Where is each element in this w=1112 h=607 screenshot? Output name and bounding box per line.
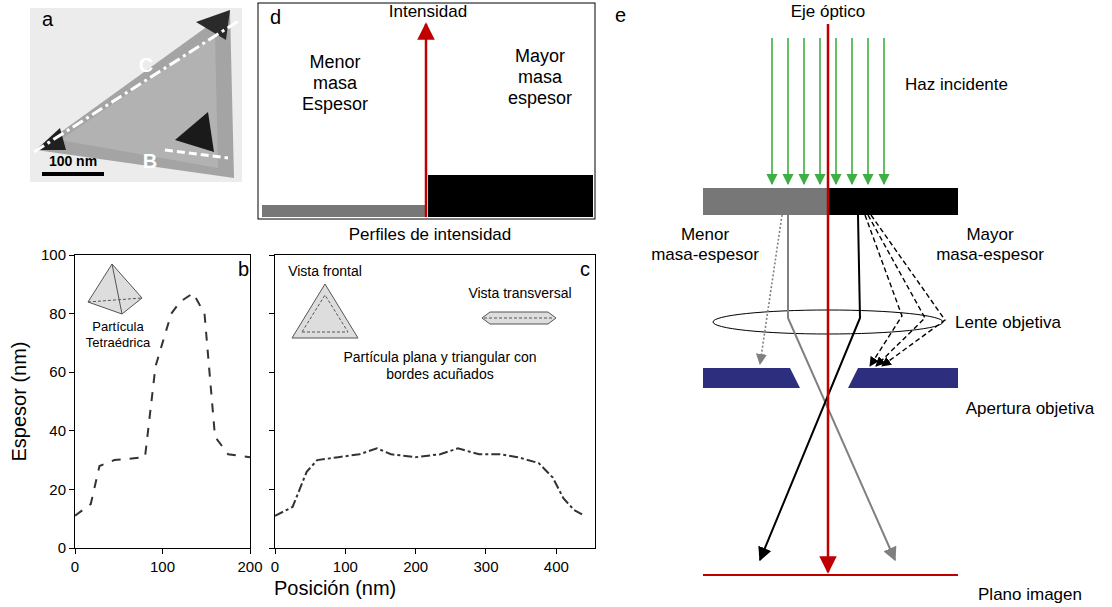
- svg-text:80: 80: [49, 305, 66, 322]
- svg-text:Mayor: Mayor: [515, 46, 565, 66]
- svg-text:Espesor (nm): Espesor (nm): [8, 341, 30, 461]
- svg-text:Intensidad: Intensidad: [389, 2, 467, 21]
- svg-text:Menor: Menor: [309, 52, 360, 72]
- svg-text:C: C: [139, 54, 153, 76]
- svg-text:c: c: [580, 258, 590, 280]
- svg-text:100: 100: [150, 558, 175, 575]
- svg-text:0: 0: [271, 558, 279, 575]
- svg-text:B: B: [143, 150, 157, 172]
- svg-text:Vista transversal: Vista transversal: [468, 285, 571, 301]
- svg-text:100 nm: 100 nm: [49, 153, 97, 169]
- svg-text:Haz incidente: Haz incidente: [905, 75, 1008, 94]
- svg-text:0: 0: [58, 539, 66, 556]
- svg-text:masa: masa: [313, 73, 358, 93]
- svg-text:masa-espesor: masa-espesor: [651, 245, 759, 264]
- svg-text:Vista frontal: Vista frontal: [288, 263, 362, 279]
- svg-text:masa: masa: [518, 67, 563, 87]
- svg-text:Mayor: Mayor: [966, 225, 1014, 244]
- svg-text:espesor: espesor: [508, 88, 572, 108]
- svg-text:Posición (nm): Posición (nm): [274, 577, 396, 599]
- svg-text:Partícula: Partícula: [92, 319, 144, 334]
- svg-text:Partícula plana y triangular c: Partícula plana y triangular con: [344, 349, 537, 365]
- svg-text:300: 300: [473, 558, 498, 575]
- svg-text:e: e: [615, 4, 626, 26]
- svg-text:Perfiles de intensidad: Perfiles de intensidad: [349, 225, 512, 244]
- svg-text:bordes acuñados: bordes acuñados: [386, 366, 493, 382]
- svg-text:Apertura objetiva: Apertura objetiva: [966, 399, 1095, 418]
- svg-text:Tetraédrica: Tetraédrica: [86, 335, 151, 350]
- svg-text:masa-espesor: masa-espesor: [936, 245, 1044, 264]
- svg-text:Menor: Menor: [681, 225, 730, 244]
- svg-text:Espesor: Espesor: [302, 94, 368, 114]
- svg-text:200: 200: [403, 558, 428, 575]
- svg-text:400: 400: [544, 558, 569, 575]
- svg-text:100: 100: [41, 246, 66, 263]
- svg-text:200: 200: [237, 558, 262, 575]
- svg-text:b: b: [238, 258, 249, 280]
- svg-text:100: 100: [333, 558, 358, 575]
- svg-text:Eje óptico: Eje óptico: [791, 2, 866, 21]
- svg-text:40: 40: [49, 422, 66, 439]
- svg-text:Plano imagen: Plano imagen: [978, 585, 1082, 604]
- svg-text:d: d: [270, 6, 281, 28]
- svg-text:a: a: [42, 8, 54, 30]
- svg-text:0: 0: [71, 558, 79, 575]
- svg-text:Lente objetiva: Lente objetiva: [955, 313, 1061, 332]
- svg-text:20: 20: [49, 481, 66, 498]
- svg-text:60: 60: [49, 363, 66, 380]
